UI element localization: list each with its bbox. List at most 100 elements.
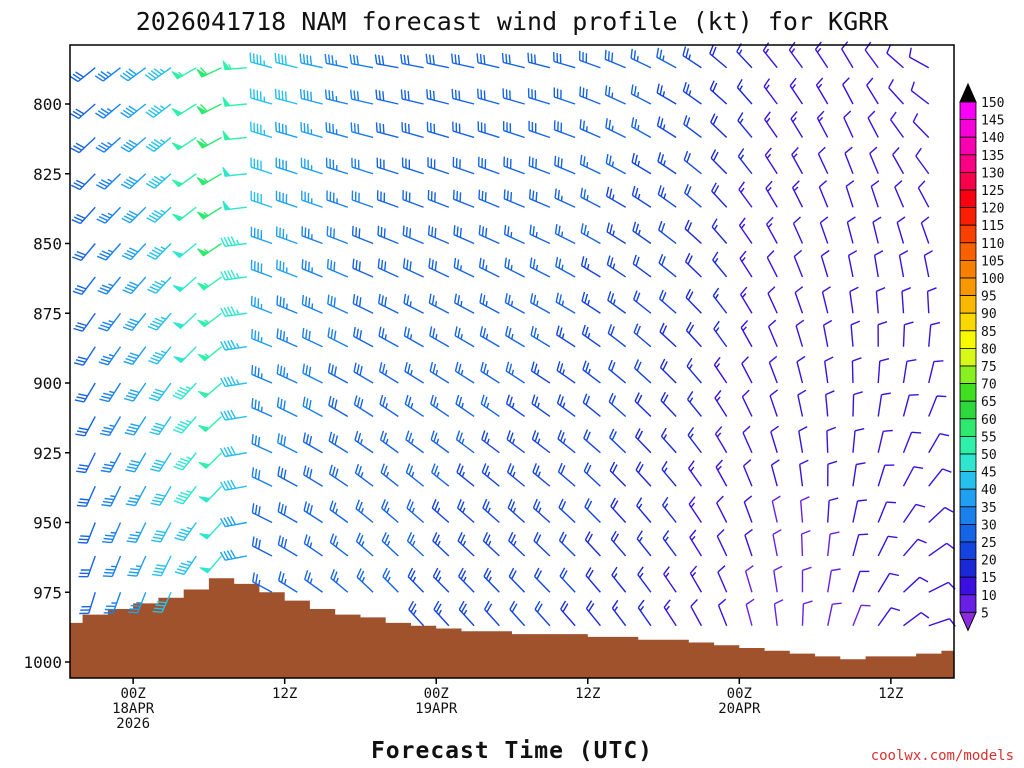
wind-barb <box>579 86 601 105</box>
wind-barb <box>660 427 677 454</box>
wind-barb <box>251 328 273 348</box>
wind-barb <box>503 189 525 208</box>
wind-barb <box>607 291 627 314</box>
wind-barb <box>556 361 576 384</box>
wind-barb <box>505 361 526 384</box>
wind-barb <box>250 259 273 278</box>
wind-barb <box>404 362 424 384</box>
wind-barb <box>815 77 829 105</box>
wind-barb <box>530 293 551 314</box>
wind-barb <box>505 326 525 348</box>
wind-barb <box>902 359 917 384</box>
wind-barb <box>580 187 601 208</box>
wind-barb <box>530 325 551 348</box>
wind-barb <box>852 499 867 523</box>
wind-barb <box>458 567 475 593</box>
wind-barb <box>172 173 197 188</box>
x-tick-label: 18APR <box>112 701 155 717</box>
wind-barb <box>197 276 222 291</box>
wind-barb <box>530 361 551 384</box>
wind-barb <box>503 224 525 245</box>
wind-barb <box>928 395 947 417</box>
wind-barb <box>529 257 551 278</box>
wind-barb <box>690 599 703 627</box>
wind-barb <box>145 173 172 189</box>
wind-barb <box>95 136 121 153</box>
wind-barb <box>325 157 349 175</box>
wind-barb <box>324 53 348 69</box>
wind-barb <box>684 252 702 278</box>
wind-barb <box>630 48 652 69</box>
wind-barb <box>636 530 652 557</box>
wind-barb <box>276 295 298 314</box>
wind-barb <box>716 528 728 557</box>
wind-barb <box>684 183 702 208</box>
wind-barb <box>406 499 425 524</box>
wind-barb <box>378 326 399 348</box>
wind-barb <box>355 532 374 557</box>
wind-barb <box>610 497 627 523</box>
wind-barb <box>553 120 576 139</box>
wind-barb <box>740 286 753 314</box>
wind-barb <box>797 389 807 417</box>
wind-barb <box>503 156 525 175</box>
wind-barb <box>826 426 837 453</box>
wind-barb <box>827 602 842 626</box>
wind-barb <box>478 257 500 278</box>
wind-barb <box>222 166 247 177</box>
wind-barb <box>328 395 349 418</box>
wind-barb <box>427 189 450 208</box>
x-tick-label: 00Z <box>424 686 449 702</box>
wind-barb <box>250 190 273 208</box>
wind-barb <box>381 532 399 557</box>
wind-barb <box>866 77 879 105</box>
wind-barb <box>431 463 450 487</box>
wind-barb <box>478 156 500 175</box>
colorbar-label: 140 <box>981 131 1004 146</box>
wind-barb <box>766 250 778 278</box>
wind-barb <box>822 319 833 347</box>
wind-barb <box>662 496 677 523</box>
wind-barb <box>660 391 677 417</box>
wind-barb <box>173 485 197 505</box>
colorbar-label: 45 <box>981 466 997 481</box>
wind-barb <box>579 154 601 175</box>
wind-barb <box>70 136 96 154</box>
wind-barb <box>125 485 147 507</box>
wind-barb <box>480 394 500 418</box>
wind-barb <box>250 157 273 175</box>
wind-barb <box>877 501 897 523</box>
wind-barb <box>98 312 122 332</box>
wind-barb <box>928 360 944 384</box>
wind-barb <box>427 225 450 245</box>
wind-barb <box>375 89 399 105</box>
wind-barb <box>769 389 779 417</box>
wind-barb <box>405 463 425 487</box>
x-tick-label: 12Z <box>575 686 600 702</box>
wind-barb <box>432 532 450 557</box>
wind-barb <box>303 465 323 487</box>
wind-barb <box>476 53 500 69</box>
wind-barb <box>301 226 323 245</box>
wind-barb <box>125 452 147 473</box>
wind-barb <box>709 44 728 69</box>
wind-barb <box>481 463 500 487</box>
wind-barb <box>506 463 526 487</box>
wind-barb <box>685 288 702 314</box>
wind-barb <box>378 362 399 384</box>
wind-barb <box>583 429 601 454</box>
wind-barb <box>877 321 888 347</box>
wind-barb <box>559 567 576 593</box>
wind-barb <box>687 391 702 417</box>
wind-barb <box>250 226 273 245</box>
wind-barb <box>656 83 677 105</box>
wind-barb <box>915 147 930 175</box>
wind-barb <box>580 256 601 278</box>
wind-barb <box>301 190 323 208</box>
wind-barb <box>145 103 172 118</box>
wind-barb <box>101 485 122 507</box>
wind-barb <box>144 67 172 81</box>
y-tick-label: 900 <box>33 374 62 393</box>
